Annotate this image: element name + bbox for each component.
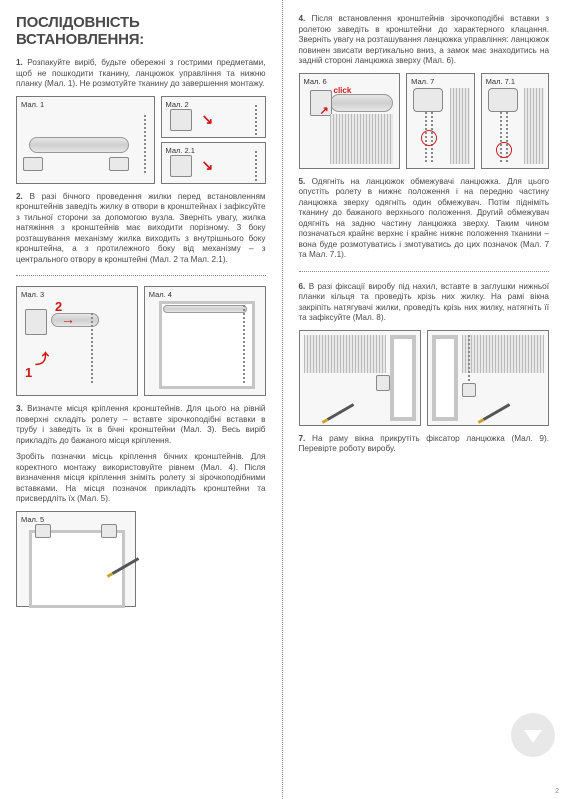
right-column: 4. Після встановлення кронштейнів зірочк… xyxy=(283,0,565,799)
figrow-6-7: Мал. 6 click ↗ Мал. 7 Мал. 7.1 xyxy=(299,73,550,169)
separator-right-1 xyxy=(299,271,550,272)
figure-4-label: Мал. 4 xyxy=(149,290,172,299)
separator-left-1 xyxy=(16,275,266,276)
figure-5-label: Мал. 5 xyxy=(21,515,44,524)
figure-7-label: Мал. 7 xyxy=(411,77,434,86)
figrow-3-4: Мал. 3 1 2 ⤴ → Мал. 4 xyxy=(16,286,266,396)
figure-1: Мал. 1 xyxy=(16,96,155,184)
para-5: 5. Одягніть на ланцюжок обмежувачі ланцю… xyxy=(299,177,550,261)
figure-8: Мал. 8 xyxy=(299,330,421,426)
left-column: ПОСЛІДОВНІСТЬ ВСТАНОВЛЕННЯ: 1. Розпакуйт… xyxy=(0,0,283,799)
page-title: ПОСЛІДОВНІСТЬ ВСТАНОВЛЕННЯ: xyxy=(16,14,266,48)
figure-7-1-label: Мал. 7.1 xyxy=(486,77,515,86)
watermark-icon xyxy=(511,713,555,757)
figure-2-label: Мал. 2 xyxy=(166,100,189,109)
figrow-5: Мал. 5 xyxy=(16,511,266,607)
figure-2: Мал. 2 ↘ xyxy=(161,96,266,138)
para-6: 6. В разі фіксації виробу під нахил, вст… xyxy=(299,282,550,324)
figure-5: Мал. 5 xyxy=(16,511,136,607)
para-3b: Зробіть позначки місць кріплення бічних … xyxy=(16,452,266,505)
figure-6-label: Мал. 6 xyxy=(304,77,327,86)
click-label: click xyxy=(334,86,352,95)
figrow-1-2: Мал. 1 Мал. 2 ↘ Мал. 2.1 ↘ xyxy=(16,96,266,184)
figrow-8-9: Мал. 8 Мал. 9 xyxy=(299,330,550,426)
figure-3: Мал. 3 1 2 ⤴ → xyxy=(16,286,138,396)
figure-2-1-label: Мал. 2.1 xyxy=(166,146,195,155)
figure-2-1: Мал. 2.1 ↘ xyxy=(161,142,266,184)
figure-4: Мал. 4 xyxy=(144,286,266,396)
figure-6: Мал. 6 click ↗ xyxy=(299,73,401,169)
figure-3-label: Мал. 3 xyxy=(21,290,44,299)
page-number: 2 xyxy=(555,788,559,795)
figure-7: Мал. 7 xyxy=(406,73,474,169)
para-3a: 3. Визначте місця кріплення кронштейнів.… xyxy=(16,404,266,446)
figure-7-1: Мал. 7.1 xyxy=(481,73,549,169)
figure-9: Мал. 9 xyxy=(427,330,549,426)
para-2: 2. В разі бічного проведення жилки перед… xyxy=(16,192,266,266)
figure-1-label: Мал. 1 xyxy=(21,100,44,109)
para-1: 1. Розпакуйте виріб, будьте обережні з г… xyxy=(16,58,266,90)
para-7: 7. На раму вікна прикрутіть фіксатор лан… xyxy=(299,434,550,455)
para-4: 4. Після встановлення кронштейнів зірочк… xyxy=(299,14,550,67)
